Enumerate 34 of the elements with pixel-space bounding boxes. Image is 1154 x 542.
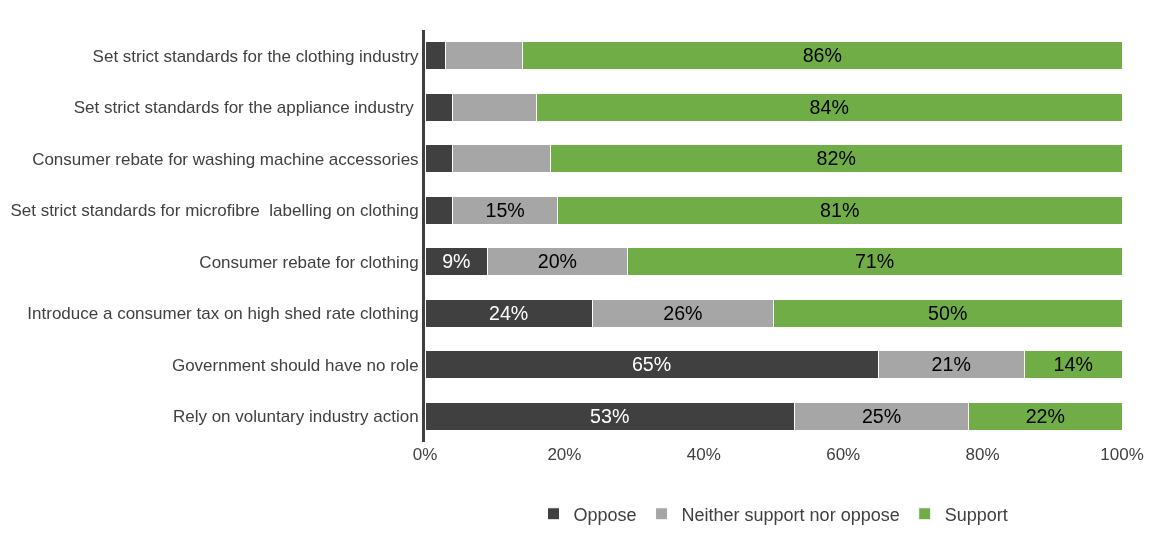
data-label: 22% bbox=[1025, 404, 1065, 427]
y-tick-label: Consumer rebate for washing machine accessories bbox=[32, 149, 419, 169]
data-label: 20% bbox=[537, 250, 578, 273]
data-label: 65% bbox=[631, 353, 672, 376]
legend-label: Oppose bbox=[573, 504, 637, 525]
data-label: 24% bbox=[489, 301, 529, 324]
y-tick-label: Government should have no role bbox=[171, 355, 419, 375]
legend-label: Neither support nor oppose bbox=[681, 504, 900, 525]
x-tick-label: 40% bbox=[686, 445, 721, 464]
x-tick-label: 80% bbox=[965, 445, 1000, 464]
data-label: 53% bbox=[590, 404, 630, 427]
data-label: 71% bbox=[854, 250, 895, 273]
x-tick-label: 60% bbox=[826, 445, 861, 464]
data-label: 84% bbox=[809, 95, 849, 118]
data-label: 50% bbox=[928, 301, 968, 324]
data-label: 21% bbox=[931, 353, 971, 376]
y-tick-label: Set strict standards for the clothing industry bbox=[92, 46, 420, 66]
data-label: 14% bbox=[1053, 353, 1093, 376]
data-label: 86% bbox=[802, 44, 842, 67]
x-tick-label: 0% bbox=[412, 445, 438, 464]
x-tick-label: 100% bbox=[1100, 445, 1144, 464]
data-label: 25% bbox=[861, 404, 902, 427]
data-label: 82% bbox=[816, 147, 856, 170]
y-tick-label: Introduce a consumer tax on high shed rate clothing bbox=[27, 304, 419, 324]
y-tick-label: Rely on voluntary industry action bbox=[172, 407, 419, 427]
y-tick-label: Set strict standards for the appliance industry bbox=[73, 98, 419, 118]
legend-label: Support bbox=[944, 504, 1008, 525]
data-label: 81% bbox=[820, 198, 860, 221]
y-tick-label: Consumer rebate for clothing bbox=[199, 252, 419, 272]
x-tick-label: 20% bbox=[547, 445, 582, 464]
data-label: 15% bbox=[485, 198, 525, 221]
data-label: 9% bbox=[442, 250, 471, 273]
data-label: 26% bbox=[663, 301, 703, 324]
y-tick-label: Set strict standards for microfibre labelling on clothing bbox=[10, 201, 419, 221]
